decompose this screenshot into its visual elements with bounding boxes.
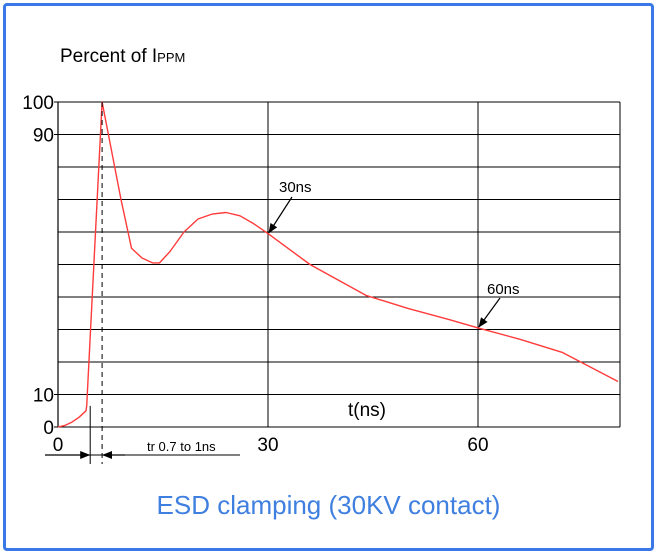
grid-layer <box>54 101 621 428</box>
label-layer: Percent of IPPM t(ns) 30ns 60ns tr 0.7 t… <box>22 46 519 456</box>
x-tick-label: 30 <box>257 435 278 456</box>
y-tick-label: 10 <box>33 386 54 407</box>
figure-caption: ESD clamping (30KV contact) <box>156 490 501 520</box>
annotation-60ns: 60ns <box>487 281 520 298</box>
chart-frame <box>3 3 654 551</box>
y-tick-label: 0 <box>43 418 54 439</box>
rise-time-note: tr 0.7 to 1ns <box>147 439 216 454</box>
x-tick-label: 60 <box>467 435 488 456</box>
y-axis-label-main: Percent of I <box>60 46 157 67</box>
waveform-line <box>57 101 619 428</box>
curve-layer <box>57 101 619 428</box>
annotation-arrow-60ns <box>478 297 501 328</box>
x-axis-label: t(ns) <box>348 400 386 421</box>
x-tick-label: 0 <box>53 435 64 456</box>
y-tick-label: 100 <box>22 93 54 114</box>
y-tick-label: 90 <box>33 126 54 147</box>
y-axis-label-sub: PPM <box>157 50 185 65</box>
annotation-30ns: 30ns <box>279 179 312 196</box>
y-axis-label: Percent of IPPM <box>60 46 185 67</box>
annotation-layer <box>45 102 501 464</box>
annotation-arrow-30ns <box>268 196 293 234</box>
